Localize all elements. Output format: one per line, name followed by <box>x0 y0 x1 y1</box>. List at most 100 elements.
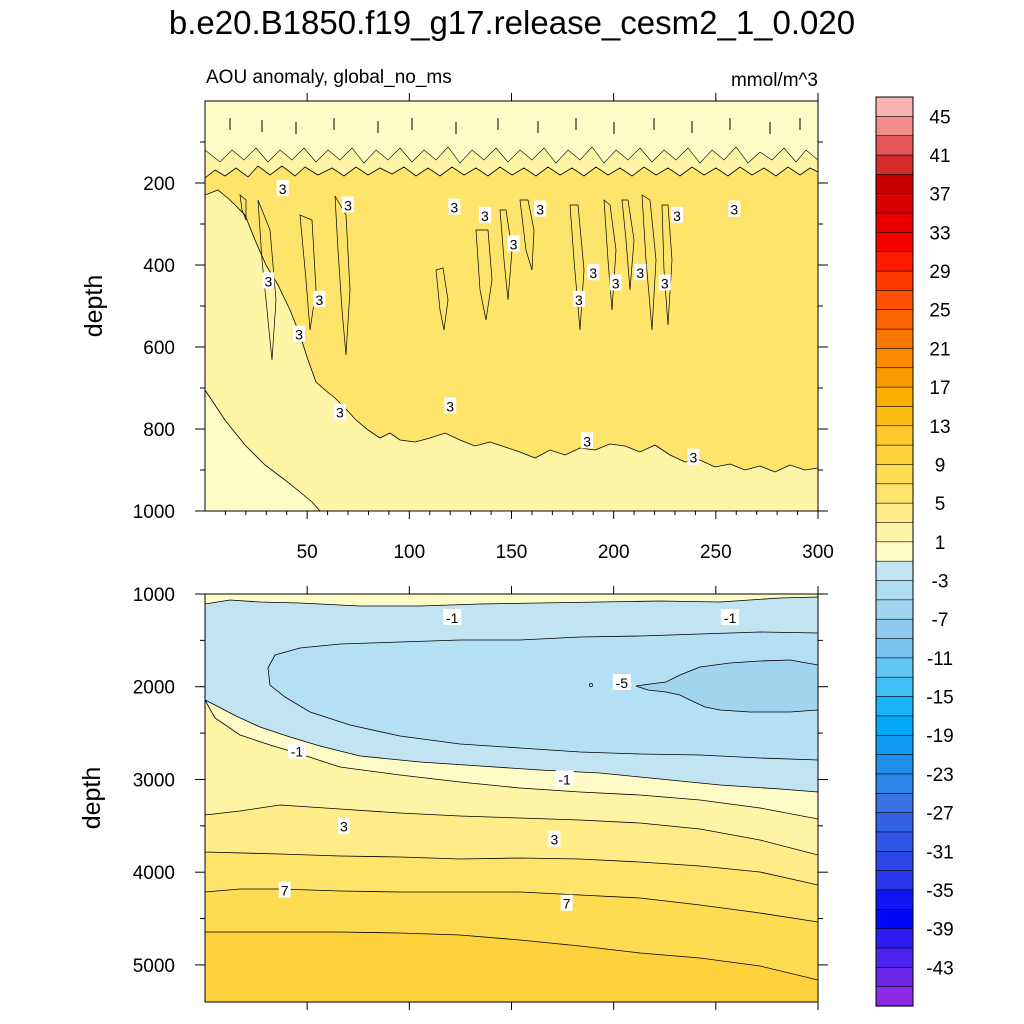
colorbar-swatch <box>875 483 914 504</box>
contour-label: 7 <box>563 896 571 912</box>
colorbar-level-label: 5 <box>935 494 946 515</box>
contour-label-box <box>534 200 547 217</box>
contour-label-box <box>634 264 647 281</box>
contour-label: 3 <box>344 198 352 214</box>
contour-label-box <box>507 235 520 252</box>
contour-label: 3 <box>446 398 454 414</box>
upper-band-3-5 <box>205 165 818 473</box>
colorbar-swatch <box>875 928 914 949</box>
upper-y-tick-label: 1000 <box>133 502 175 523</box>
contour-label-box <box>292 325 305 342</box>
colorbar-swatch <box>875 599 914 620</box>
contour-label-box <box>276 180 289 197</box>
contour-label-box <box>262 272 275 289</box>
contour-label-box <box>342 196 355 213</box>
contour-label: 3 <box>316 292 324 308</box>
colorbar-swatch <box>875 580 914 601</box>
colorbar-swatch <box>875 908 914 930</box>
lower-y-tick-label: 1000 <box>133 585 175 606</box>
contour-label: 3 <box>481 208 489 224</box>
contour-label-box <box>671 206 684 223</box>
upper-x-tick-label: 200 <box>598 542 630 563</box>
contour-label-box <box>560 894 573 911</box>
colorbar-level-label: -39 <box>926 920 953 941</box>
contour-label: 3 <box>551 832 559 848</box>
colorbar-level-label: -23 <box>926 765 953 786</box>
colorbar-level-label: 1 <box>935 533 946 554</box>
upper-y-tick-label: 800 <box>143 420 175 441</box>
upper-filaments <box>239 194 673 361</box>
colorbar-swatch <box>875 986 914 1007</box>
contour-label-box <box>278 881 291 898</box>
lower-band-minus5-minus3 <box>267 631 818 761</box>
colorbar-labels: 45 41 37 33 29 25 21 17 13 9 5 1 -3 -7 -11 -15 -19 -23 -27… <box>926 107 953 979</box>
contour-label: 3 <box>336 405 344 421</box>
colorbar-swatch <box>875 541 914 562</box>
colorbar-level-label: -11 <box>927 649 953 670</box>
colorbar-swatch <box>875 212 914 233</box>
contour-label: 3 <box>661 275 669 291</box>
colorbar-level-label: -3 <box>932 572 949 593</box>
colorbar-level-label: -31 <box>926 842 953 863</box>
lower-small-contour <box>589 683 593 687</box>
colorbar-level-label: -19 <box>926 726 953 747</box>
colorbar-swatch <box>875 676 914 698</box>
contour-label-box <box>587 264 600 281</box>
colorbar-swatch <box>875 135 914 156</box>
contour-label: 3 <box>583 433 591 449</box>
colorbar-swatch <box>875 502 914 524</box>
colorbar-level-label: -15 <box>926 688 953 709</box>
colorbar-frame <box>875 96 914 1007</box>
upper-y-tick-label: 400 <box>143 256 175 277</box>
colorbar-level-label: 37 <box>929 185 950 206</box>
lower-contour-fill <box>205 594 818 1002</box>
colorbar-level-label: -35 <box>926 881 953 902</box>
contour-label-box <box>287 742 306 759</box>
contour-label: 3 <box>340 819 348 835</box>
contour-label: 7 <box>281 883 289 899</box>
contour-label-box <box>337 817 350 834</box>
colorbar-swatch <box>875 889 914 910</box>
colorbar-swatch <box>875 328 914 350</box>
contour-label: 3 <box>279 181 287 197</box>
contour-label: 3 <box>295 327 303 343</box>
lower-axes: 1000 2000 3000 4000 5000 <box>133 585 828 1010</box>
lower-panel: 1000 2000 3000 4000 5000 -1 -1 -5 -1 -1 3 3 7 7 dept… <box>78 585 828 1010</box>
upper-x-tick-label: 50 <box>297 542 318 563</box>
colorbar-swatch <box>875 116 914 137</box>
contour-label-box <box>572 290 585 307</box>
contour-label-box <box>548 830 561 847</box>
colorbar-swatch <box>875 406 914 427</box>
colorbar-swatch <box>875 947 914 968</box>
contour-label: 3 <box>589 265 597 281</box>
contour-label: -1 <box>291 744 304 760</box>
colorbar-swatch <box>875 618 914 640</box>
colorbar-swatch <box>875 773 914 794</box>
upper-y-axis-label: depth <box>80 275 108 338</box>
contour-label-box <box>444 397 457 414</box>
contour-label-box <box>313 290 326 307</box>
colorbar-swatch <box>875 270 914 292</box>
lower-y-tick-label: 5000 <box>133 956 175 977</box>
colorbar-swatch <box>875 348 914 369</box>
colorbar-level-label: 25 <box>929 301 950 322</box>
colorbar-swatch <box>875 174 914 195</box>
lower-y-tick-label: 3000 <box>133 770 175 791</box>
chart-title: b.e20.B1850.f19_g17.release_cesm2_1_0.02… <box>169 4 855 41</box>
contour-label: 3 <box>612 275 620 291</box>
upper-x-tick-label: 250 <box>700 542 732 563</box>
colorbar-swatch <box>875 154 914 175</box>
contour-label: 3 <box>730 202 738 218</box>
colorbar-level-label: 9 <box>935 455 946 476</box>
colorbar-swatch <box>875 367 914 388</box>
colorbar-level-label: 21 <box>929 339 950 360</box>
colorbar-swatch <box>875 792 914 814</box>
colorbar-swatch <box>875 696 914 717</box>
upper-corner-wedge <box>205 389 321 511</box>
lower-band-minus5 <box>635 659 818 713</box>
colorbar-swatch <box>875 386 914 408</box>
contour-label-box <box>658 274 671 291</box>
colorbar-swatch <box>875 251 914 272</box>
lower-contour-labels: -1 -1 -5 -1 -1 3 3 7 7 <box>278 609 740 912</box>
colorbar-swatch <box>875 464 914 485</box>
